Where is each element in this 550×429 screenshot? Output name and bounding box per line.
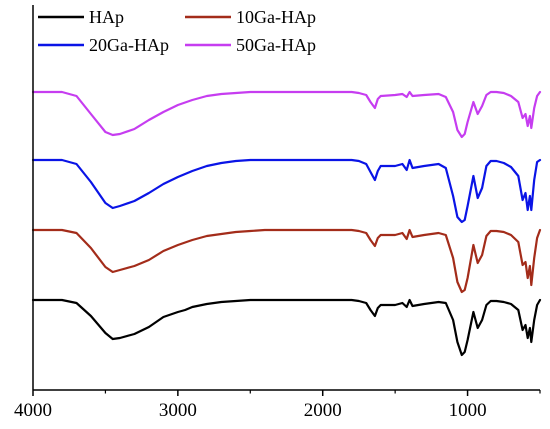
legend-label-50ga-hap: 50Ga-HAp: [236, 35, 316, 55]
x-tick-label-3000: 3000: [159, 400, 197, 421]
series-line-10ga-hap: [31, 228, 542, 294]
series-line-hap: [31, 298, 542, 357]
series-line-50ga-hap: [31, 90, 542, 139]
series-layer: [31, 90, 542, 357]
legend-label-hap: HAp: [89, 7, 124, 27]
legend: HAp 10Ga-HAp 20Ga-HAp 50Ga-HAp: [38, 7, 316, 55]
legend-label-10ga-hap: 10Ga-HAp: [236, 7, 316, 27]
x-tick-label-2000: 2000: [304, 400, 342, 421]
series-line-20ga-hap: [31, 158, 542, 224]
axes: 4000 3000 2000 1000: [14, 5, 541, 421]
x-tick-label-1000: 1000: [449, 400, 487, 421]
legend-label-20ga-hap: 20Ga-HAp: [89, 35, 169, 55]
x-tick-label-4000: 4000: [14, 400, 52, 421]
